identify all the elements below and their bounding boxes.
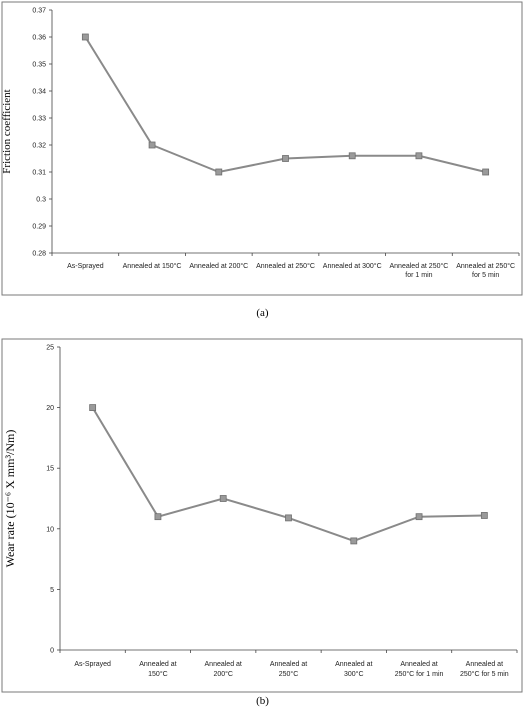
y-tick-label: 0.28	[32, 251, 46, 258]
y-tick-label: 0.29	[32, 224, 46, 231]
x-category-label: As-Sprayed	[67, 263, 104, 270]
y-tick-label: 0.32	[32, 143, 46, 150]
x-category-label: 300°C	[344, 670, 364, 678]
data-point	[415, 513, 423, 521]
y-tick-label: 5	[50, 587, 54, 594]
data-point	[219, 495, 227, 502]
y-tick-label: 0.33	[32, 116, 46, 123]
y-tick-label: 0.34	[32, 89, 46, 96]
data-point	[148, 141, 156, 149]
y-tick-label: 10	[46, 526, 54, 533]
x-category-label: Annealed at	[270, 661, 307, 668]
x-category-label: Annealed at 250°C	[390, 262, 449, 270]
x-category-label: 150°C	[148, 670, 168, 678]
y-tick-label: 15	[46, 466, 54, 473]
x-category-label: 250°C for 5 min	[460, 670, 509, 678]
x-category-label: 250°C for 1 min	[395, 670, 444, 678]
x-category-label: Annealed at 250°C	[256, 262, 315, 270]
data-point	[415, 152, 423, 160]
y-tick-label: 0.3	[36, 197, 46, 204]
caption-a: (a)	[256, 307, 269, 319]
data-point	[282, 155, 289, 162]
y-tick-label: 0	[50, 648, 54, 655]
x-category-label: for 1 min	[405, 272, 432, 279]
data-point	[350, 537, 358, 545]
y-tick-label: 20	[46, 405, 54, 412]
x-category-label: Annealed at 200°C	[189, 262, 248, 270]
y-axis-label: Friction coefficient	[1, 89, 13, 173]
data-point	[81, 33, 89, 41]
wear-chart: 0 5 10 15 20 25 As-Sprayed Annealed at 150°C Anne…	[1, 338, 523, 693]
x-category-label: Annealed at 250°C	[456, 262, 515, 270]
x-category-label: Annealed at 150°C	[123, 262, 182, 270]
data-point	[480, 512, 488, 519]
data-point	[285, 514, 292, 522]
x-category-label: for 5 min	[472, 272, 499, 279]
y-tick-label: 0.31	[32, 170, 46, 177]
x-category-label: Annealed at	[335, 661, 372, 668]
data-point	[348, 152, 356, 160]
series-line	[84, 36, 486, 174]
y-tick-label: 0.35	[32, 62, 46, 69]
y-tick-label: 0.37	[32, 8, 46, 15]
data-point	[154, 513, 162, 521]
data-point	[89, 404, 97, 411]
x-category-label: 200°C	[213, 670, 233, 678]
y-axis-label: Wear rate (10⁻⁶ X mm³/Nm)	[3, 430, 17, 568]
wear-chart-panel: 0 5 10 15 20 25 As-Sprayed Annealed at 150°C Anne…	[0, 337, 525, 695]
friction-chart-panel: 0.28 0.29 0.3 0.31 0.32 0.33 0.34 0.35 0.36 0.37 A…	[0, 0, 525, 300]
y-tick-label: 25	[46, 345, 54, 352]
x-category-label: Annealed at 300°C	[323, 262, 382, 270]
x-category-label: Annealed at	[400, 661, 437, 668]
chart-frame	[1, 1, 523, 296]
x-category-label: Annealed at	[466, 661, 503, 668]
x-category-label: Annealed at	[205, 661, 242, 668]
y-tick-label: 0.36	[32, 35, 46, 42]
chart-frame	[1, 338, 523, 693]
data-point	[215, 168, 223, 176]
x-category-label: Annealed at	[139, 661, 176, 668]
x-category-label: As-Sprayed	[74, 661, 111, 668]
x-category-label: 250°C	[279, 670, 299, 678]
caption-b: (b)	[256, 695, 269, 707]
friction-chart: 0.28 0.29 0.3 0.31 0.32 0.33 0.34 0.35 0.36 0.37 A…	[1, 1, 523, 296]
data-point	[482, 168, 490, 176]
